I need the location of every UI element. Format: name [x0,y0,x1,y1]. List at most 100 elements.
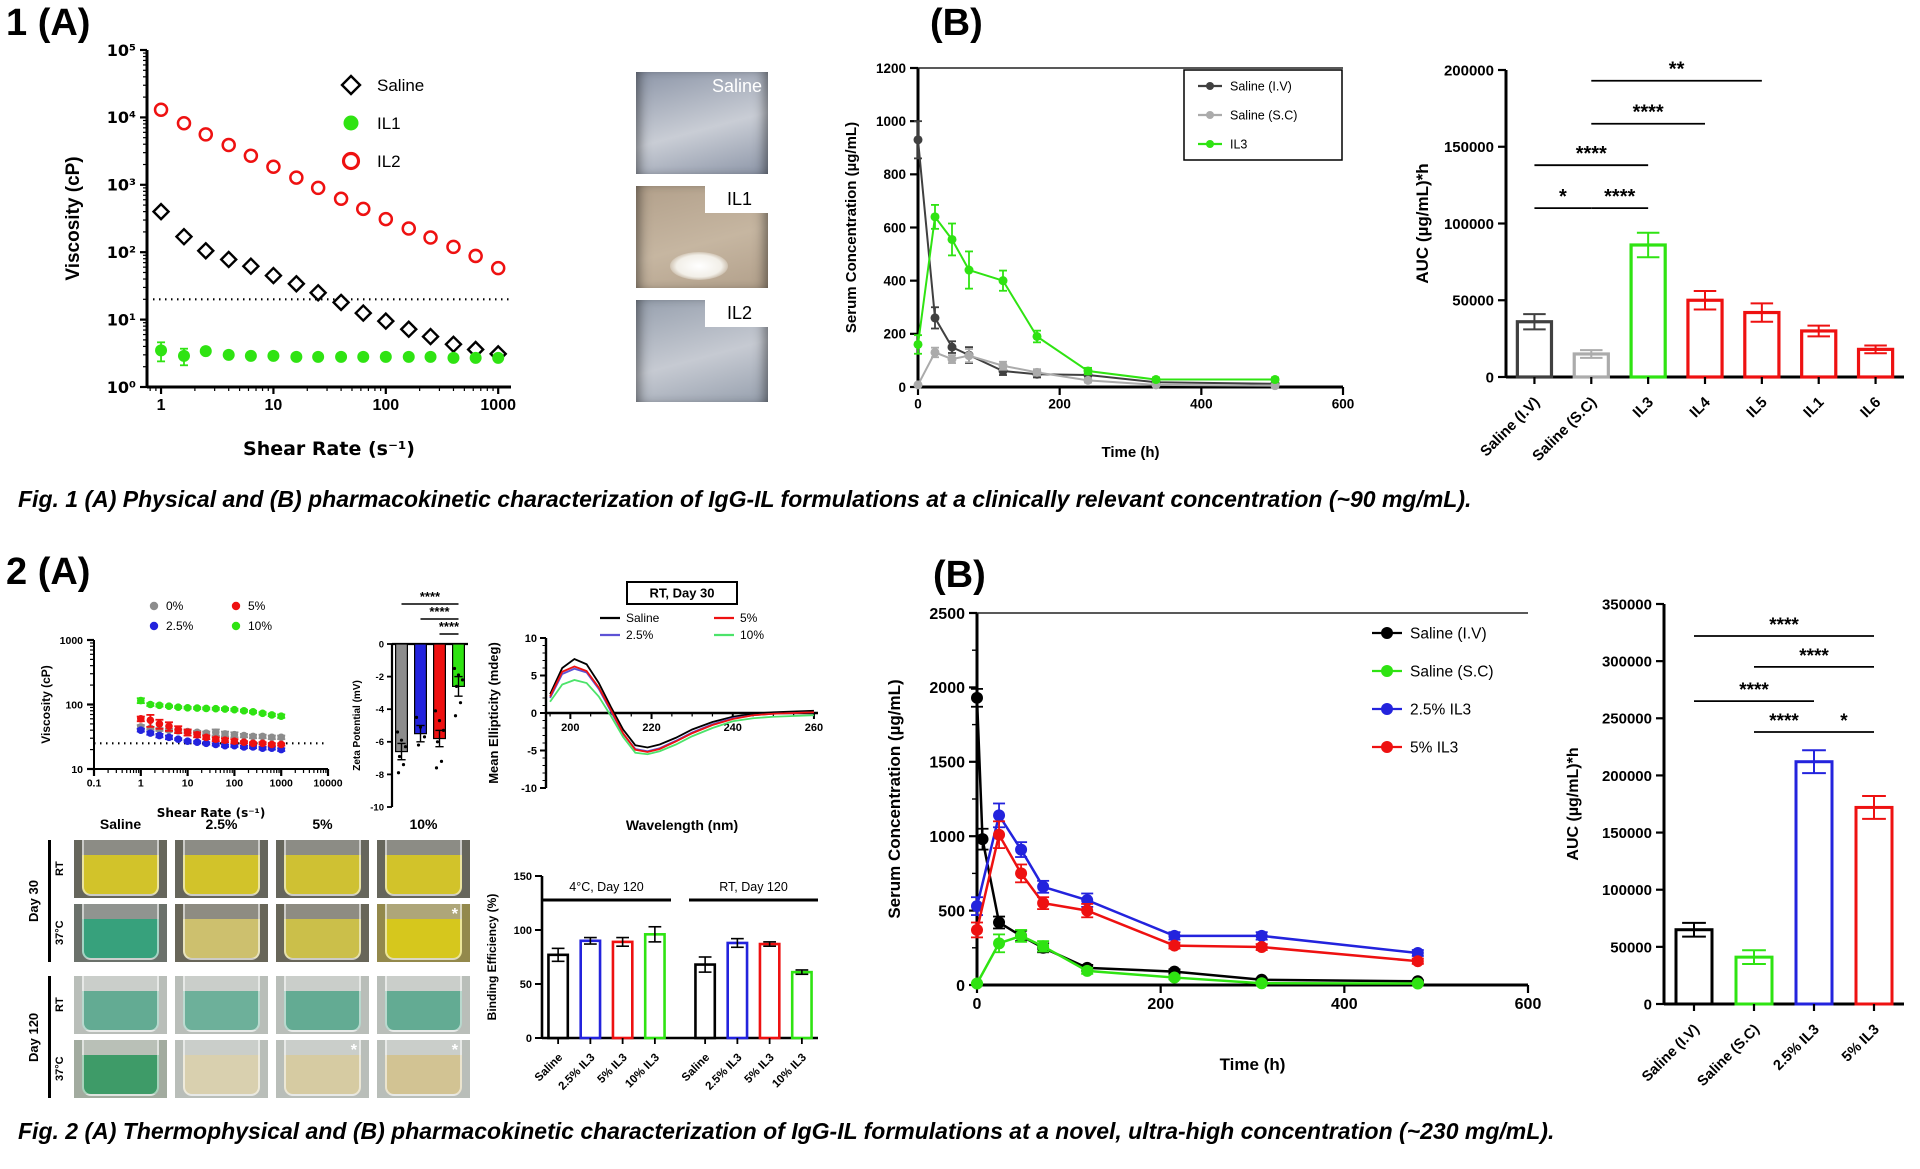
vial-photo-cell [276,904,369,962]
svg-text:1000: 1000 [876,114,906,129]
svg-text:0.1: 0.1 [87,778,102,790]
svg-text:-4: -4 [376,705,385,716]
fig1-photo-label: Saline [711,76,762,96]
vial-photo-cell [276,976,369,1034]
svg-text:-2: -2 [376,672,384,683]
svg-text:RT, Day 30: RT, Day 30 [649,586,714,601]
fig2a-vial-photo-grid: Saline 2.5% 5% 10% RT 37°C * Day 30 RT 37°C * * Day … [26,816,470,1114]
svg-text:****: **** [1799,646,1829,667]
svg-text:Saline: Saline [626,611,660,625]
svg-text:Zeta Potential (mV): Zeta Potential (mV) [352,680,363,771]
svg-text:240: 240 [724,722,742,734]
svg-text:1000: 1000 [929,829,965,846]
svg-text:****: **** [420,589,441,604]
vial-photo-cell [175,1040,268,1098]
svg-text:****: **** [1604,186,1635,208]
phase-change-asterisk: * [350,1042,357,1059]
fig2-panel-b-label: (B) [933,554,986,596]
svg-text:10%: 10% [740,628,764,642]
svg-text:500: 500 [938,903,965,920]
svg-text:0: 0 [1644,996,1652,1013]
svg-text:200: 200 [883,327,906,342]
grid-temp-label: RT [54,997,66,1013]
fig2a-binding-efficiency-chart: 0 50 100 150 4°C, Day 120 Saline 2.5% IL3 5% IL… [478,830,830,1130]
fig2a-viscosity-chart: 0.1 1 10 100 1000 10000 10 100 1000 Shear Rate (s… [36,592,346,827]
vial-photo-cell [276,840,369,898]
svg-text:5% IL3: 5% IL3 [1839,1022,1883,1066]
svg-text:*: * [1559,186,1567,208]
svg-text:0: 0 [973,996,982,1013]
svg-text:0: 0 [379,639,384,650]
fig1-photo-label: IL2 [704,300,768,327]
svg-text:0: 0 [898,380,906,395]
vial-photo-cell: * [377,1040,470,1098]
svg-text:2.5%: 2.5% [626,628,654,642]
vial-photo-cell [74,976,167,1034]
svg-text:100000: 100000 [1602,882,1652,899]
svg-text:IL5: IL5 [1743,394,1770,421]
svg-text:AUC (µg/mL)*h: AUC (µg/mL)*h [1565,747,1582,860]
grid-temp-label: RT [54,861,66,877]
svg-text:600: 600 [1515,996,1542,1013]
svg-text:100: 100 [65,699,83,711]
phase-change-asterisk: * [451,1042,458,1059]
svg-text:350000: 350000 [1602,596,1652,613]
svg-text:10: 10 [265,397,283,414]
svg-text:Saline (I.V): Saline (I.V) [1639,1021,1703,1085]
svg-text:200: 200 [1048,397,1071,412]
svg-text:10% IL3: 10% IL3 [623,1052,662,1091]
svg-text:10⁵: 10⁵ [107,41,136,60]
fig1-photo-label: IL1 [704,186,768,213]
svg-text:0: 0 [526,1033,532,1045]
svg-text:2500: 2500 [929,606,965,623]
svg-text:100: 100 [372,397,399,414]
svg-text:****: **** [1769,615,1799,636]
fig1-caption: Fig. 1 (A) Physical and (B) pharmacokine… [18,486,1472,512]
svg-text:100: 100 [514,925,532,937]
svg-text:4°C, Day 120: 4°C, Day 120 [569,880,644,894]
fig1a-vial-photos: Saline IL1 IL2 [636,72,768,402]
svg-text:2000: 2000 [929,680,965,697]
svg-text:1500: 1500 [929,755,965,772]
svg-text:5% IL3: 5% IL3 [1410,739,1458,756]
svg-text:Viscosity (cP): Viscosity (cP) [63,156,84,280]
fig2a_cd-svg: -10 -5 0 5 10 200 220 240 260 RT, Day 30 Saline 2.5… [486,581,823,833]
svg-text:1000: 1000 [270,778,294,790]
fig2-panel-a-label: 2 (A) [6,551,91,593]
svg-text:5: 5 [531,670,537,682]
svg-text:0: 0 [1486,369,1494,386]
svg-text:****: **** [1739,680,1769,701]
svg-text:IL3: IL3 [1630,394,1657,421]
svg-text:Saline (S.C): Saline (S.C) [1695,1021,1763,1089]
svg-text:**: ** [1669,59,1685,81]
svg-text:-10: -10 [521,783,537,795]
svg-text:Saline (I.V): Saline (I.V) [1410,625,1487,642]
fig1-photo-il1: IL1 [636,186,768,288]
svg-text:-10: -10 [370,802,384,813]
igg-gel-droplet [670,252,728,280]
svg-text:Serum Concentration (µg/mL): Serum Concentration (µg/mL) [885,679,904,918]
fig1-panel-a-label: 1 (A) [6,2,91,44]
svg-text:Time (h): Time (h) [1220,1055,1286,1074]
svg-text:150000: 150000 [1444,139,1494,156]
svg-text:800: 800 [883,167,906,182]
svg-text:0: 0 [531,708,537,720]
fig1a-viscosity-chart: 1 10 100 1000 10⁰ 10¹ 10² 10³ 10⁴ 10⁵ Shear Rate (… [55,30,525,465]
svg-text:Viscosity (cP): Viscosity (cP) [39,665,53,743]
svg-text:-8: -8 [376,770,384,781]
svg-text:****: **** [1633,102,1664,124]
svg-text:250000: 250000 [1602,711,1652,728]
vial-photo-cell [74,1040,167,1098]
svg-text:10: 10 [182,778,194,790]
svg-text:1: 1 [138,778,144,790]
fig2b_serum-svg: 0 500 1000 1500 2000 2500 0 200 400 600 Time (h) Se… [885,606,1542,1074]
fig2b-auc-chart: 0 50000 100000 150000 200000 250000 300000 3500… [1552,562,1920,1122]
fig1a_viscosity-svg: 1 10 100 1000 10⁰ 10¹ 10² 10³ 10⁴ 10⁵ Shear Rate (… [63,41,516,460]
svg-text:10²: 10² [107,243,136,262]
svg-text:100000: 100000 [1444,216,1494,233]
svg-text:10000: 10000 [313,778,342,790]
svg-text:0%: 0% [166,599,184,613]
group-divider-bar [48,976,51,1098]
